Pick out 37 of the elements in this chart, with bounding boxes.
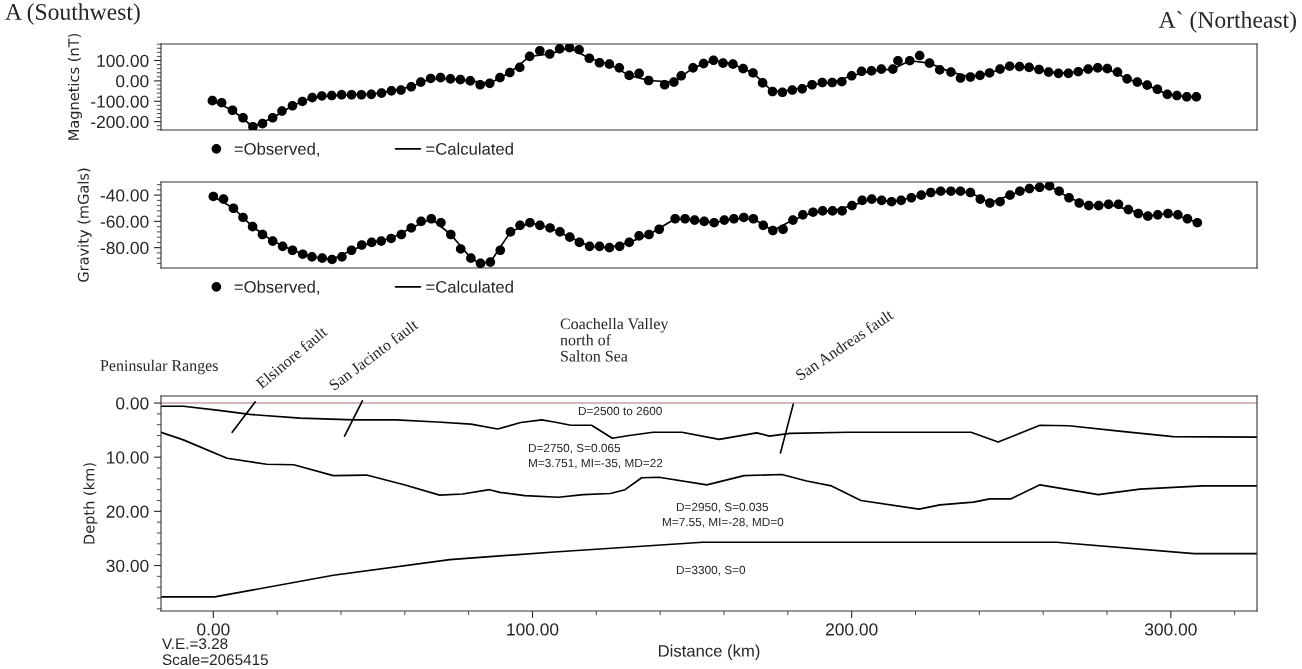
y-tick-label: -100.00 (91, 95, 149, 108)
text: Coachella Valley north of Salton Sea (560, 318, 669, 362)
y-tick-label: -80.00 (100, 241, 149, 255)
annotation: M=3.751, MI=-35, MD=22 (528, 458, 663, 469)
annotation: D=2750, S=0.065 (528, 443, 621, 454)
text: Peninsular Ranges (100, 359, 218, 375)
y-tick-label: 0.00 (116, 397, 149, 410)
y-tick-label: -60.00 (100, 215, 149, 228)
text: V.E.=3.28 (162, 638, 228, 650)
legend-label: =Calculated (426, 280, 513, 293)
text: A` (Northeast) (1158, 11, 1296, 33)
y-tick-label: 100.00 (97, 54, 149, 67)
x-tick-label: 200.00 (825, 623, 878, 636)
annotation: M=7.55, MI=-28, MD=0 (662, 517, 784, 528)
x-tick-label: 0.00 (197, 623, 230, 636)
x-axis-title: Distance (km) (658, 644, 760, 661)
annotation: D=2500 to 2600 (578, 406, 662, 416)
text: Scale=2065415 (162, 653, 268, 666)
y-tick-label: -200.00 (91, 115, 149, 129)
x-tick-label: 100.00 (507, 623, 559, 636)
y-tick-label: 10.00 (107, 451, 149, 464)
y-tick-label: 20.00 (106, 505, 149, 518)
annotation: D=3300, S=0 (676, 565, 746, 576)
y-axis-title: Magnetics (nT) (67, 33, 82, 140)
x-tick-label: 300.00 (1144, 623, 1197, 636)
annotation: D=2950, S=0.035 (676, 502, 769, 513)
y-tick-label: -40.00 (100, 189, 149, 202)
text: A (Southwest) (5, 3, 140, 25)
y-tick-label: 0.00 (116, 75, 149, 88)
legend-label: =Calculated (426, 142, 513, 155)
y-axis-title: Depth (km) (83, 463, 98, 544)
y-tick-label: 30.00 (106, 559, 149, 572)
legend-label: =Observed, (234, 142, 319, 157)
y-axis-title: Gravity (mGals) (77, 168, 92, 282)
line-series (161, 541, 1257, 598)
line-series (161, 431, 1257, 511)
legend-label: =Observed, (234, 280, 319, 295)
